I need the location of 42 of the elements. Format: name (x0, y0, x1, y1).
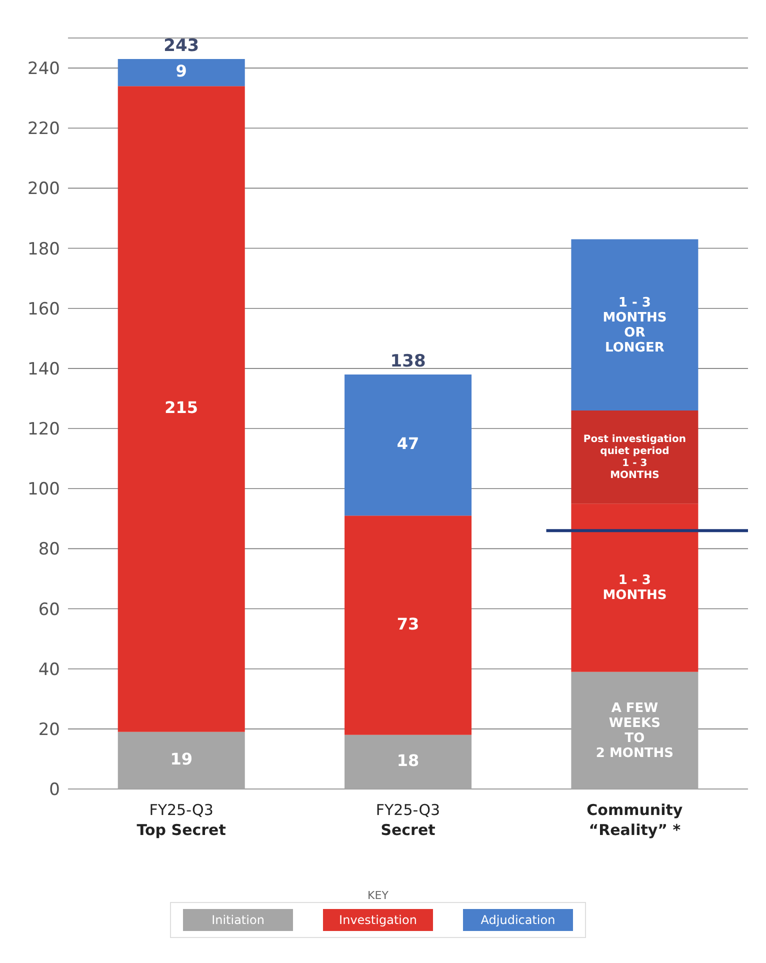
bar (344, 374, 472, 516)
annotation: 1 - 3 MONTHS (602, 572, 667, 603)
legend-title: KEY (368, 889, 388, 902)
y-tick-label: 180 (28, 239, 60, 260)
bar (118, 732, 245, 789)
data-label: 18 (396, 751, 420, 770)
y-tick-label: 160 (28, 299, 60, 320)
text: Adjudication (463, 909, 573, 931)
data-label: 215 (164, 398, 198, 418)
y-tick-label: 120 (28, 420, 60, 440)
data-label: 73 (396, 614, 420, 634)
y-tick-label: 80 (38, 540, 60, 560)
annotation: 1 - 3 MONTHS OR LONGER (602, 294, 667, 355)
data-label: 9 (176, 62, 187, 81)
y-tick-label: 20 (38, 720, 60, 740)
text: Initiation (183, 909, 293, 931)
y-tick-label: 220 (28, 119, 60, 140)
x-tick-label: FY25-Q3 Top Secret (136, 801, 226, 839)
total-label: 138 (390, 351, 426, 372)
bar (118, 59, 245, 86)
y-tick-label: 40 (38, 660, 60, 680)
x-tick-label: Community “Reality” * (586, 801, 683, 839)
annotation: Post investigation quiet period 1 - 3 MONTHS (583, 434, 686, 481)
x-tick-label: FY25-Q3 Secret (376, 801, 440, 839)
bar (344, 734, 472, 789)
y-tick-label: 60 (38, 600, 60, 620)
bar (344, 516, 472, 735)
data-label: 19 (170, 750, 192, 769)
bar (571, 410, 698, 504)
y-tick-label: 100 (28, 480, 60, 500)
total-label: 243 (164, 36, 200, 56)
y-tick-label: 0 (49, 780, 60, 800)
y-tick-label: 200 (28, 179, 60, 200)
y-tick-label: 140 (28, 359, 60, 380)
annotation: A FEW WEEKS TO 2 MONTHS (596, 700, 674, 760)
y-tick-label: 240 (28, 59, 60, 80)
bar (571, 672, 698, 789)
bar (118, 86, 245, 732)
bar (571, 504, 698, 672)
data-label: 47 (396, 434, 420, 454)
bar (571, 239, 698, 410)
text: Investigation (323, 909, 433, 931)
